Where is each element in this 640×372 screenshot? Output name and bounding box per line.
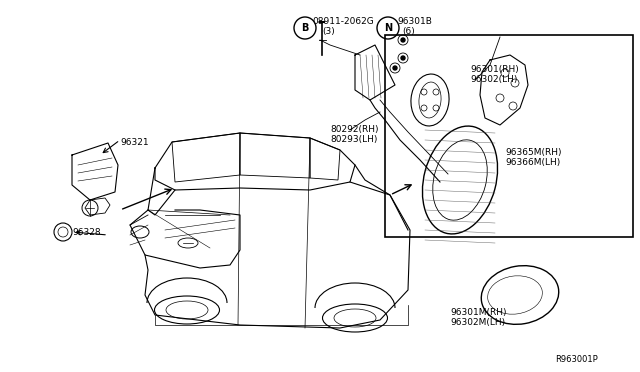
Text: (6): (6) [402, 27, 415, 36]
Text: 96365M(RH)
96366M(LH): 96365M(RH) 96366M(LH) [505, 148, 561, 167]
Text: 96301B: 96301B [397, 17, 432, 26]
Text: 80292(RH)
80293(LH): 80292(RH) 80293(LH) [330, 125, 378, 144]
Text: R963001P: R963001P [555, 355, 598, 364]
Text: 96301M(RH)
96302M(LH): 96301M(RH) 96302M(LH) [450, 308, 506, 327]
Text: 08911-2062G: 08911-2062G [312, 17, 374, 26]
Text: 96301(RH)
96302(LH): 96301(RH) 96302(LH) [470, 65, 519, 84]
Circle shape [401, 38, 405, 42]
Bar [385, 35, 633, 237]
Text: (3): (3) [322, 27, 335, 36]
Circle shape [393, 66, 397, 70]
Text: N: N [384, 23, 392, 33]
Circle shape [401, 56, 405, 60]
Text: 96328: 96328 [72, 228, 100, 237]
Text: 96321: 96321 [120, 138, 148, 147]
Text: B: B [301, 23, 308, 33]
